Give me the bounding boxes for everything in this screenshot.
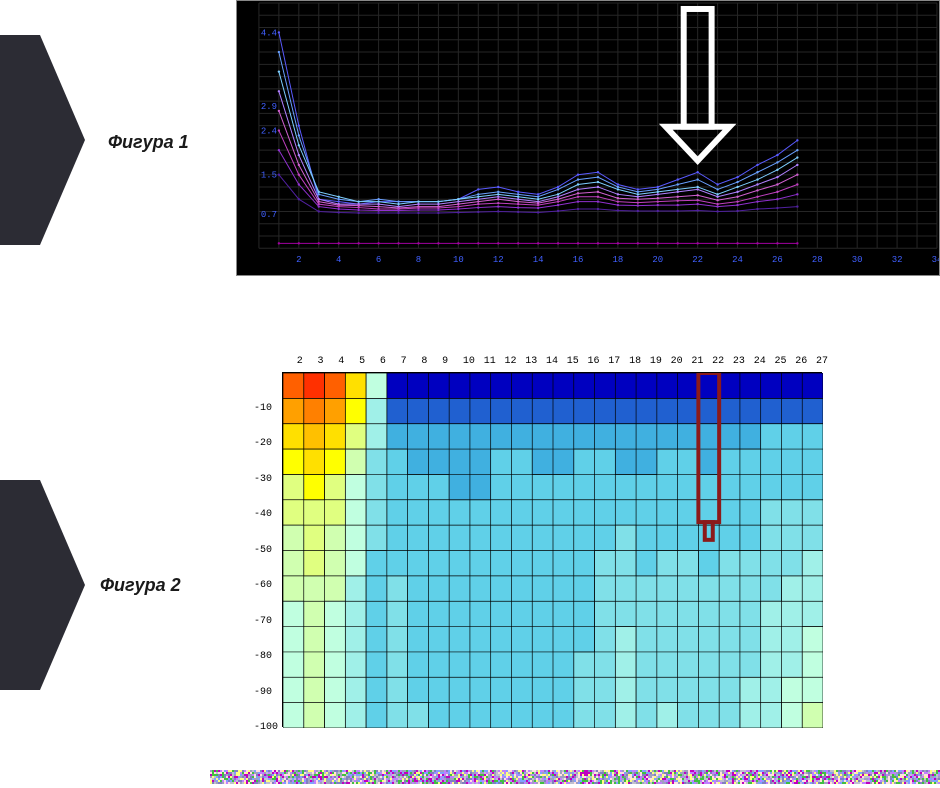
chart-2: 2345678910111213141516171819202122232425…: [260, 350, 920, 750]
chart-2-plot: [283, 373, 823, 728]
svg-text:20: 20: [652, 255, 663, 265]
svg-text:26: 26: [772, 255, 783, 265]
svg-text:16: 16: [573, 255, 584, 265]
svg-text:14: 14: [533, 255, 544, 265]
figure-1-label: Фигура 1: [108, 132, 189, 153]
svg-text:0.7: 0.7: [261, 210, 277, 220]
chart-1: 2468101214161820222426283032340.71.52.42…: [236, 0, 940, 276]
figure-2-label: Фигура 2: [100, 575, 181, 596]
svg-text:12: 12: [493, 255, 504, 265]
svg-text:34: 34: [932, 255, 939, 265]
svg-text:10: 10: [453, 255, 464, 265]
svg-text:8: 8: [416, 255, 421, 265]
svg-text:24: 24: [732, 255, 743, 265]
svg-text:2.4: 2.4: [261, 127, 277, 137]
svg-text:4.4: 4.4: [261, 28, 277, 38]
noise-strip: [210, 770, 940, 784]
pointer-1: [0, 35, 90, 245]
svg-text:6: 6: [376, 255, 381, 265]
svg-text:18: 18: [613, 255, 624, 265]
svg-text:2: 2: [296, 255, 301, 265]
svg-text:22: 22: [692, 255, 703, 265]
pointer-2: [0, 480, 90, 690]
svg-text:28: 28: [812, 255, 823, 265]
chart-1-plot: 2468101214161820222426283032340.71.52.42…: [237, 1, 939, 276]
svg-text:30: 30: [852, 255, 863, 265]
svg-text:2.9: 2.9: [261, 102, 277, 112]
svg-text:1.5: 1.5: [261, 171, 277, 181]
svg-text:4: 4: [336, 255, 341, 265]
svg-text:32: 32: [892, 255, 903, 265]
